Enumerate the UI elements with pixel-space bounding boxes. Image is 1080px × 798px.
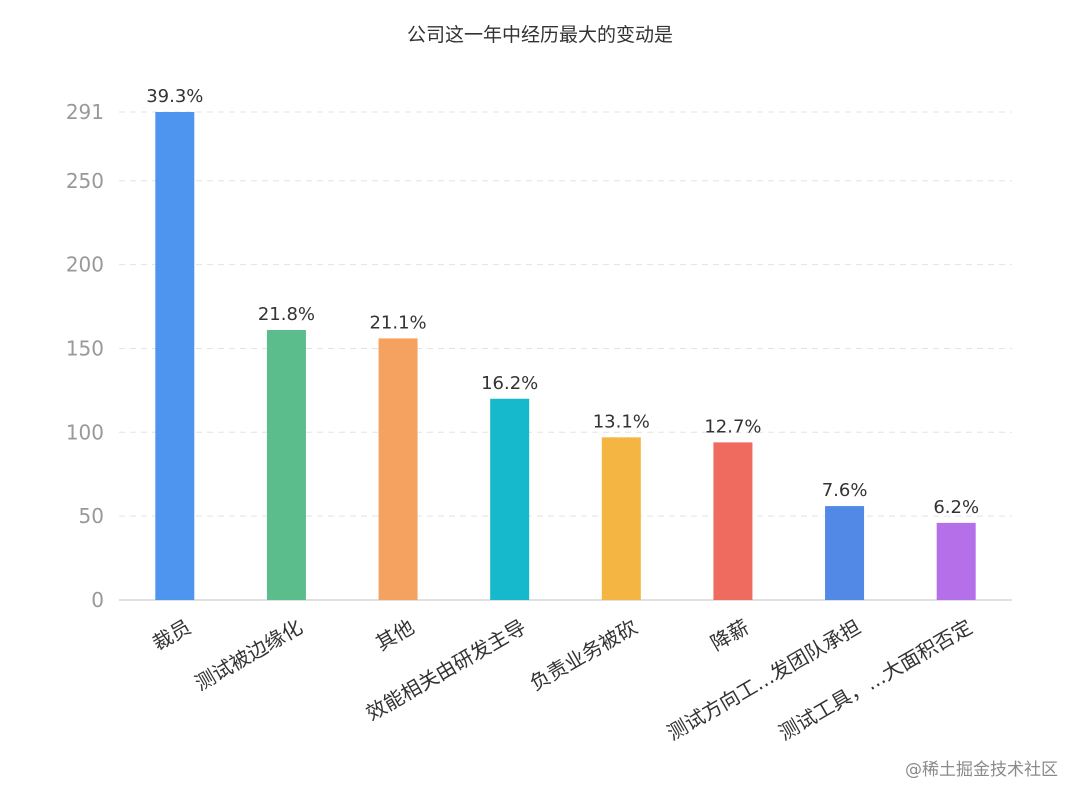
y-tick-label: 0 bbox=[91, 588, 104, 612]
y-tick-label: 250 bbox=[66, 169, 104, 193]
x-tick-label: 负责业务被砍 bbox=[525, 615, 641, 696]
bar bbox=[490, 398, 530, 600]
x-tick-label: 裁员 bbox=[148, 615, 195, 656]
data-label: 21.1% bbox=[369, 312, 426, 333]
x-tick-label: 其他 bbox=[372, 615, 419, 656]
data-label: 6.2% bbox=[933, 497, 979, 518]
x-tick-label: 测试被边缘化 bbox=[191, 615, 307, 696]
bar bbox=[936, 522, 976, 600]
x-tick-label: 测试工具，...大面积否定 bbox=[775, 615, 977, 745]
bar bbox=[713, 442, 753, 600]
y-tick-label: 200 bbox=[66, 253, 104, 277]
y-tick-label: 150 bbox=[66, 336, 104, 360]
bar bbox=[266, 330, 306, 600]
bar bbox=[825, 506, 865, 600]
bar bbox=[378, 338, 418, 600]
bar bbox=[155, 112, 195, 600]
y-tick-label: 291 bbox=[66, 100, 104, 124]
chart-title: 公司这一年中经历最大的变动是 bbox=[406, 24, 673, 46]
watermark: @稀土掘金技术社区 bbox=[905, 760, 1058, 780]
data-label: 7.6% bbox=[822, 480, 868, 501]
data-label: 39.3% bbox=[146, 86, 203, 107]
data-label: 13.1% bbox=[593, 411, 650, 432]
bar bbox=[601, 437, 641, 600]
x-tick-label: 测试方向工...发团队承担 bbox=[663, 615, 865, 745]
data-label: 16.2% bbox=[481, 373, 538, 394]
y-tick-label: 50 bbox=[79, 504, 104, 528]
data-label: 21.8% bbox=[258, 304, 315, 325]
y-tick-label: 100 bbox=[66, 420, 104, 444]
data-label: 12.7% bbox=[704, 416, 761, 437]
x-tick-label: 降薪 bbox=[706, 615, 753, 656]
